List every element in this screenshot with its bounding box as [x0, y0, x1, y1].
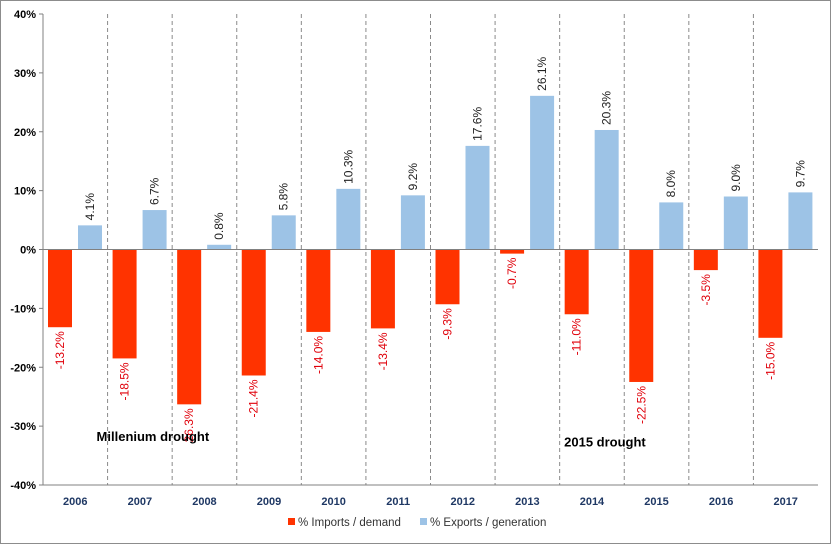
imports-data-label: -9.3% — [441, 308, 455, 340]
x-tick-label: 2012 — [451, 496, 475, 508]
y-tick-label: -30% — [10, 421, 36, 433]
bars — [48, 95, 813, 405]
exports-data-label: 0.8% — [212, 212, 226, 240]
y-tick-label: 30% — [14, 68, 36, 80]
x-tick-label: 2016 — [709, 496, 733, 508]
y-axis: 40% 30% 20% 10% 0% -10% -20% -30% -40% — [10, 9, 44, 492]
imports-bar — [564, 249, 589, 315]
x-axis: 2006 2007 2008 2009 2010 2011 2012 2013 2014 2015… — [43, 249, 818, 508]
exports-bar — [723, 196, 748, 250]
x-tick-label: 2006 — [63, 496, 87, 508]
imports-bar — [177, 249, 202, 405]
y-tick-label: 0% — [20, 245, 36, 257]
exports-bar — [336, 188, 361, 250]
legend-swatch-exports — [420, 518, 427, 525]
y-tick-label: -10% — [10, 303, 36, 315]
legend: % Imports / demand % Exports / generation — [288, 517, 546, 529]
imports-data-label: -0.7% — [505, 257, 519, 289]
drought-annotation: Millenium drought — [97, 429, 210, 444]
data-labels: -13.2% 4.1% -18.5% 6.7% 26.3% 0.8% -21.4% 5.8% -… — [53, 56, 807, 442]
imports-data-label: -22.5% — [634, 386, 648, 424]
x-tick-label: 2011 — [386, 496, 410, 508]
imports-bar — [500, 249, 525, 254]
imports-bar — [241, 249, 266, 376]
imports-data-label: -15.0% — [763, 341, 777, 379]
exports-data-label: 9.2% — [406, 163, 420, 191]
x-tick-label: 2014 — [580, 496, 605, 508]
imports-bar — [370, 249, 395, 329]
imports-data-label: -13.2% — [53, 331, 67, 369]
exports-data-label: 26.1% — [535, 56, 549, 90]
imports-bar — [435, 249, 460, 305]
imports-bar — [306, 249, 331, 332]
exports-data-label: 20.3% — [600, 91, 614, 125]
exports-bar — [788, 192, 813, 250]
exports-bar — [400, 195, 425, 250]
imports-bar — [758, 249, 783, 338]
exports-data-label: 8.0% — [664, 170, 678, 198]
imports-data-label: -21.4% — [247, 379, 261, 417]
legend-swatch-imports — [288, 518, 295, 525]
imports-bar — [48, 249, 72, 328]
exports-data-label: 4.1% — [83, 193, 97, 221]
imports-bar — [693, 249, 718, 271]
exports-bar — [659, 202, 684, 250]
y-tick-label: -40% — [10, 480, 36, 492]
imports-data-label: -3.5% — [699, 274, 713, 306]
imports-bar — [112, 249, 137, 359]
exports-data-label: 9.7% — [793, 160, 807, 188]
x-tick-label: 2008 — [192, 496, 216, 508]
exports-bar — [530, 95, 555, 250]
y-tick-label: -20% — [10, 362, 36, 374]
legend-label-imports: % Imports / demand — [298, 517, 401, 529]
exports-bar — [271, 215, 296, 250]
exports-bar — [207, 244, 232, 250]
exports-bar — [142, 210, 167, 250]
imports-data-label: -13.4% — [376, 332, 390, 370]
imports-data-label: -14.0% — [311, 336, 325, 374]
exports-data-label: 17.6% — [471, 107, 485, 141]
x-tick-label: 2010 — [321, 496, 345, 508]
exports-data-label: 6.7% — [148, 177, 162, 205]
imports-bar — [629, 249, 654, 382]
x-tick-label: 2017 — [773, 496, 797, 508]
exports-bar — [465, 145, 490, 250]
drought-annotation: 2015 drought — [564, 435, 646, 450]
y-tick-label: 20% — [14, 127, 36, 139]
exports-data-label: 9.0% — [729, 164, 743, 192]
imports-data-label: -18.5% — [118, 362, 132, 400]
x-tick-label: 2009 — [257, 496, 281, 508]
x-tick-label: 2007 — [128, 496, 152, 508]
exports-bar — [78, 225, 102, 250]
imports-data-label: -11.0% — [570, 318, 584, 355]
legend-label-exports: % Exports / generation — [430, 517, 546, 529]
annotations: Millenium drought 2015 drought — [97, 429, 647, 450]
exports-data-label: 10.3% — [341, 150, 355, 184]
category-separators — [107, 14, 754, 485]
x-tick-label: 2015 — [644, 496, 668, 508]
y-tick-label: 10% — [14, 186, 36, 198]
y-tick-label: 40% — [14, 9, 36, 21]
exports-data-label: 5.8% — [277, 183, 291, 211]
imports-data-label: 26.3% — [182, 408, 196, 442]
exports-bar — [594, 129, 619, 250]
x-tick-label: 2013 — [515, 496, 539, 508]
